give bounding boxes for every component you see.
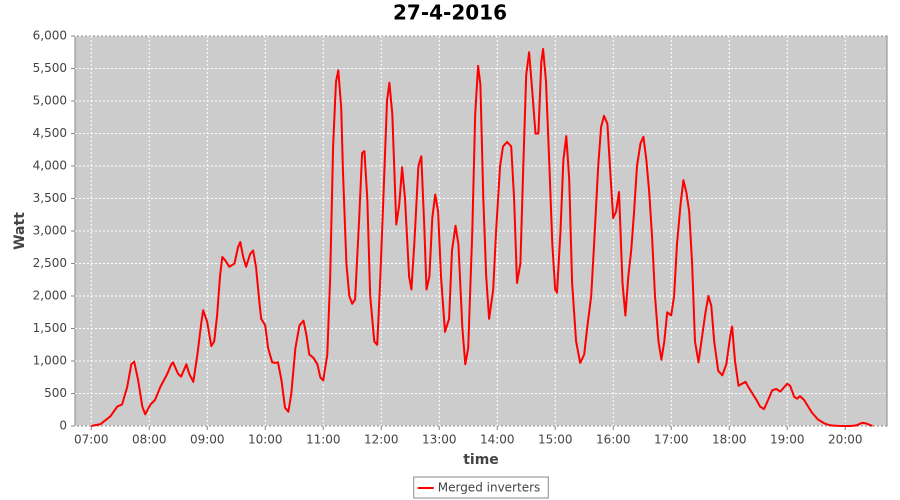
chart-title: 27-4-2016 — [393, 1, 507, 25]
x-tick-label: 14:00 — [480, 433, 515, 447]
x-tick-label: 08:00 — [132, 433, 167, 447]
y-tick-label: 1,000 — [33, 354, 67, 368]
y-tick-label: 4,000 — [33, 159, 67, 173]
y-tick-label: 2,500 — [33, 256, 67, 270]
y-tick-label: 0 — [59, 419, 67, 433]
x-tick-label: 20:00 — [828, 433, 863, 447]
legend: Merged inverters — [413, 476, 549, 499]
legend-label: Merged inverters — [438, 481, 541, 495]
y-tick-label: 3,000 — [33, 224, 67, 238]
y-tick-label: 5,000 — [33, 94, 67, 108]
x-tick-label: 13:00 — [422, 433, 457, 447]
y-tick-label: 4,500 — [33, 126, 67, 140]
data-line — [90, 48, 873, 427]
x-tick-label: 11:00 — [306, 433, 341, 447]
x-tick-label: 19:00 — [770, 433, 805, 447]
x-tick-label: 12:00 — [364, 433, 399, 447]
y-axis-title: Watt — [12, 212, 28, 250]
x-tick-label: 10:00 — [248, 433, 283, 447]
x-tick-label: 18:00 — [712, 433, 747, 447]
x-tick-label: 09:00 — [190, 433, 225, 447]
x-tick-label: 07:00 — [74, 433, 109, 447]
x-tick-label: 15:00 — [538, 433, 573, 447]
y-tick-label: 3,500 — [33, 191, 67, 205]
y-tick-label: 5,500 — [33, 61, 67, 75]
legend-box — [413, 476, 549, 499]
y-tick-label: 2,000 — [33, 289, 67, 303]
y-tick-label: 1,500 — [33, 321, 67, 335]
x-axis-title: time — [463, 452, 499, 468]
x-tick-label: 16:00 — [596, 433, 631, 447]
y-tick-label: 6,000 — [33, 29, 67, 43]
x-tick-label: 17:00 — [654, 433, 689, 447]
y-tick-label: 500 — [44, 386, 67, 400]
